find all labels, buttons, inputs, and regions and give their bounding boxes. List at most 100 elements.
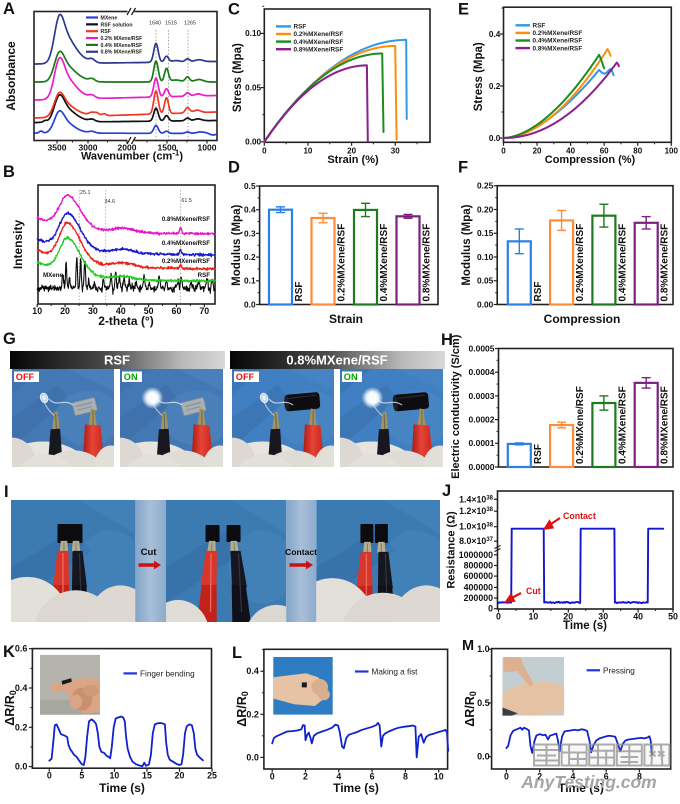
svg-text:OFF: OFF	[16, 372, 35, 382]
svg-text:10: 10	[110, 771, 120, 781]
svg-text:0.6: 0.6	[15, 644, 28, 654]
svg-text:1640: 1640	[149, 21, 161, 27]
svg-text:0.2%MXene/RSF: 0.2%MXene/RSF	[337, 224, 348, 302]
svg-text:Strain: Strain	[329, 312, 363, 326]
svg-text:0.4%MXene/RSF: 0.4%MXene/RSF	[533, 38, 583, 45]
svg-text:0.0001: 0.0001	[469, 438, 495, 448]
svg-text:1265: 1265	[184, 21, 196, 27]
svg-text:30: 30	[391, 147, 400, 156]
svg-text:0.10: 0.10	[245, 29, 261, 38]
svg-text:20: 20	[533, 147, 542, 156]
svg-text:0.8%MXene/RSF: 0.8%MXene/RSF	[294, 46, 344, 53]
svg-text:0.00: 0.00	[477, 299, 494, 309]
svg-text:20: 20	[175, 771, 185, 781]
svg-text:0.2%MXene/RSF: 0.2%MXene/RSF	[575, 224, 586, 302]
svg-text:Intensity: Intensity	[11, 220, 25, 270]
svg-text:0.2%MXene/RSF: 0.2%MXene/RSF	[575, 386, 586, 464]
svg-text:M: M	[462, 638, 474, 654]
svg-text:0.0000: 0.0000	[469, 462, 495, 472]
svg-text:I: I	[4, 483, 9, 501]
svg-text:0.4: 0.4	[246, 666, 259, 676]
svg-text:0.8% MXene/RSF: 0.8% MXene/RSF	[101, 50, 143, 56]
svg-text:25: 25	[207, 771, 217, 781]
svg-text:0.8%MXene/RSF: 0.8%MXene/RSF	[162, 216, 210, 223]
svg-text:Resistance (Ω): Resistance (Ω)	[446, 511, 458, 589]
svg-text:Compression: Compression	[544, 312, 621, 326]
svg-text:RSF: RSF	[294, 24, 307, 31]
svg-text:0.0002: 0.0002	[469, 415, 495, 425]
svg-text:ΔR/R0: ΔR/R0	[463, 691, 478, 727]
svg-text:Time (s): Time (s)	[99, 781, 145, 795]
svg-text:1515: 1515	[165, 21, 177, 27]
svg-text:0.2%MXene/RSF: 0.2%MXene/RSF	[533, 30, 583, 37]
svg-text:0: 0	[496, 612, 501, 622]
svg-text:K: K	[3, 643, 15, 661]
svg-text:RSF: RSF	[533, 282, 544, 302]
svg-text:D: D	[228, 159, 240, 177]
svg-text:50: 50	[668, 612, 678, 622]
svg-text:0.4: 0.4	[244, 205, 256, 215]
svg-text:0.4%MXene/RSF: 0.4%MXene/RSF	[379, 224, 390, 302]
svg-text:RSF solution: RSF solution	[101, 22, 133, 28]
svg-text:Stress (Mpa): Stress (Mpa)	[232, 43, 244, 112]
svg-text:0.10: 0.10	[477, 252, 494, 262]
svg-text:0.2: 0.2	[244, 252, 256, 262]
svg-text:0.4%MXene/RSF: 0.4%MXene/RSF	[294, 39, 344, 46]
svg-text:0: 0	[488, 604, 493, 614]
svg-text:15: 15	[142, 771, 152, 781]
svg-text:0.05: 0.05	[245, 83, 261, 92]
svg-text:E: E	[458, 1, 469, 19]
svg-text:0: 0	[504, 772, 509, 782]
svg-text:Pressing: Pressing	[603, 666, 635, 675]
svg-text:Making a fist: Making a fist	[372, 668, 419, 677]
svg-text:Cut: Cut	[141, 547, 158, 558]
svg-text:0.4%MXene/RSF: 0.4%MXene/RSF	[162, 240, 210, 247]
svg-text:0.15: 0.15	[477, 228, 494, 238]
svg-text:F: F	[458, 159, 468, 177]
svg-text:Time (s): Time (s)	[563, 620, 607, 632]
svg-text:0.4%MXene/RSF: 0.4%MXene/RSF	[617, 386, 628, 464]
svg-text:0.2%MXene/RSF: 0.2%MXene/RSF	[294, 31, 344, 38]
svg-text:0.0: 0.0	[15, 762, 28, 772]
svg-text:MXene: MXene	[43, 272, 64, 279]
svg-text:1000000: 1000000	[459, 550, 493, 560]
svg-text:400000: 400000	[464, 582, 493, 592]
svg-text:Cut: Cut	[526, 586, 541, 596]
svg-text:0.3: 0.3	[244, 228, 256, 238]
svg-text:2: 2	[303, 772, 308, 782]
svg-text:34.6: 34.6	[104, 199, 115, 205]
svg-text:0.0004: 0.0004	[469, 367, 495, 377]
svg-text:70: 70	[199, 306, 209, 316]
svg-text:0: 0	[270, 772, 275, 782]
svg-text:0.0005: 0.0005	[469, 343, 495, 353]
svg-text:0.0: 0.0	[246, 752, 259, 762]
svg-text:6: 6	[370, 772, 375, 782]
svg-text:3500: 3500	[48, 143, 67, 153]
svg-text:B: B	[3, 163, 15, 181]
svg-text:1.0: 1.0	[477, 644, 490, 654]
svg-text:RSF: RSF	[533, 23, 546, 30]
svg-text:8: 8	[403, 772, 408, 782]
svg-text:0.8%MXene/RSF: 0.8%MXene/RSF	[422, 224, 433, 302]
svg-text:ΔR/R0: ΔR/R0	[3, 690, 18, 726]
svg-text:10: 10	[303, 147, 312, 156]
svg-text:60: 60	[172, 306, 182, 316]
svg-text:0.4: 0.4	[15, 683, 28, 693]
svg-text:0.2% MXene/RSF: 0.2% MXene/RSF	[101, 36, 143, 42]
svg-text:Stress (Mpa): Stress (Mpa)	[473, 42, 485, 111]
svg-text:Compression (%): Compression (%)	[545, 154, 636, 166]
svg-text:100: 100	[665, 147, 679, 156]
svg-text:0.00: 0.00	[245, 138, 261, 147]
svg-text:10: 10	[434, 772, 444, 782]
svg-text:200000: 200000	[464, 593, 493, 603]
svg-text:0.4%MXene/RSF: 0.4%MXene/RSF	[617, 224, 628, 302]
svg-text:30: 30	[88, 306, 98, 316]
svg-text:L: L	[232, 644, 242, 662]
svg-text:20: 20	[60, 306, 70, 316]
svg-text:AnyTesting.com: AnyTesting.com	[520, 772, 656, 792]
svg-text:0.2: 0.2	[489, 82, 501, 91]
svg-text:0.8%MXene/RSF: 0.8%MXene/RSF	[533, 45, 583, 52]
svg-text:RSF: RSF	[104, 353, 130, 368]
svg-text:10: 10	[32, 306, 42, 316]
svg-text:0.05: 0.05	[477, 276, 494, 286]
